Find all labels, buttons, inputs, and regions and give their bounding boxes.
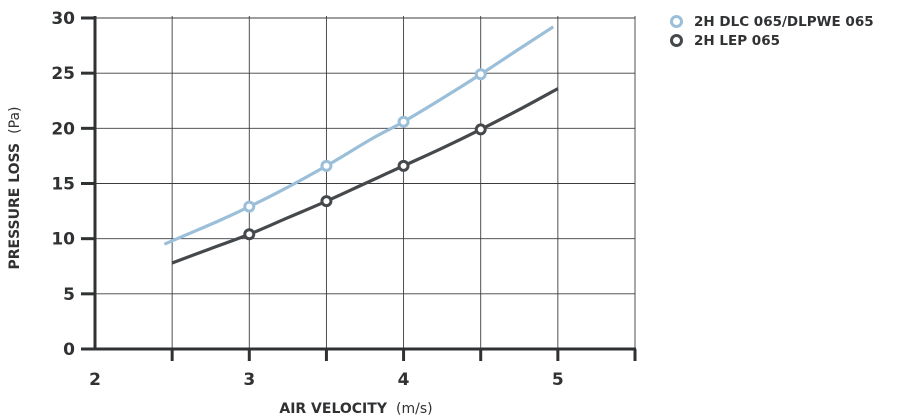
y-axis-unit: (Pa)	[7, 106, 23, 133]
y-tick-label: 0	[63, 340, 75, 360]
series-2-point	[397, 159, 410, 172]
series-2-point	[474, 123, 487, 136]
series-line-2	[171, 87, 559, 265]
chart-ticks	[81, 16, 637, 361]
legend-label-series-1: 2H DLC 065/DLPWE 065	[694, 13, 874, 30]
chart-series	[163, 25, 559, 265]
x-tick-label: 3	[243, 370, 255, 390]
y-tick-label: 30	[51, 9, 75, 29]
legend-marker-series-1	[670, 15, 683, 28]
legend-marker-series-2	[670, 34, 683, 47]
series-1-point	[320, 159, 333, 172]
legend-item-series-2: 2H LEP 065	[670, 31, 874, 50]
y-tick-label: 20	[51, 119, 75, 139]
series-2-point	[320, 195, 333, 208]
legend-item-series-1: 2H DLC 065/DLPWE 065	[670, 12, 874, 31]
y-tick-label: 15	[51, 175, 75, 195]
series-2-point	[243, 228, 256, 241]
series-1-point	[397, 115, 410, 128]
x-tick-label: 5	[552, 370, 564, 390]
series-1-point	[243, 200, 256, 213]
x-axis-label: AIR VELOCITY	[279, 401, 387, 417]
y-tick-label: 5	[63, 285, 75, 305]
chart-tick-labels: 0 5 10 15 20 25 30 2 3 4 5	[51, 9, 563, 390]
y-axis-title: PRESSURE LOSS (Pa)	[4, 106, 23, 269]
x-axis-title: AIR VELOCITY (m/s)	[279, 398, 432, 417]
series-1-point	[474, 68, 487, 81]
y-tick-label: 10	[51, 230, 75, 250]
chart-legend: 2H DLC 065/DLPWE 065 2H LEP 065	[670, 12, 874, 50]
x-tick-label: 4	[398, 370, 410, 390]
legend-label-series-2: 2H LEP 065	[694, 32, 780, 49]
y-axis-label: PRESSURE LOSS	[7, 143, 23, 270]
y-tick-label: 25	[51, 64, 75, 84]
chart-grid	[95, 16, 636, 349]
x-tick-label: 2	[89, 370, 101, 390]
x-axis-unit: (m/s)	[396, 401, 433, 417]
series-line-1	[163, 25, 555, 246]
